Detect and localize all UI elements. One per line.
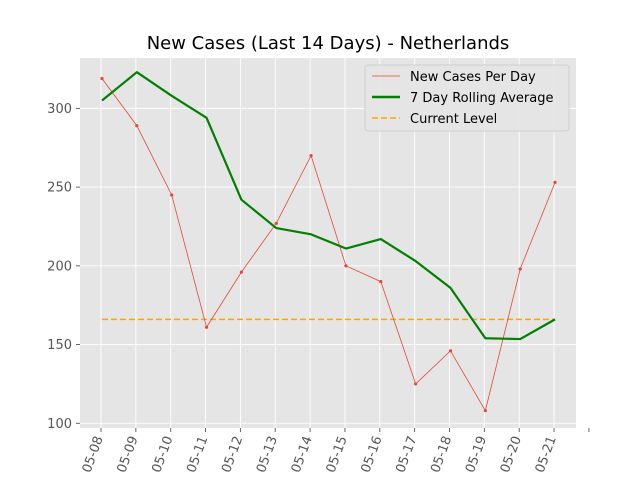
legend-label-current-level: Current Level <box>410 112 497 127</box>
new-cases-point <box>274 221 278 225</box>
legend-box <box>364 64 570 132</box>
new-cases-point <box>100 76 104 81</box>
new-cases-point <box>239 270 243 274</box>
new-cases-point <box>204 325 209 329</box>
legend: New Cases Per Day 7 Day Rolling Average … <box>364 64 570 132</box>
series-rolling-average-line <box>101 71 556 341</box>
chart-title: New Cases (Last 14 Days) - Netherlands <box>147 33 510 54</box>
y-tick-label: 200 <box>47 259 72 274</box>
new-cases-point <box>379 279 383 284</box>
legend-label-new-cases: New Cases Per Day <box>410 70 536 85</box>
y-axis: 100 150 200 250 300 <box>47 102 80 432</box>
new-cases-point <box>170 193 174 197</box>
y-tick-label: 300 <box>47 102 72 117</box>
series-new-cases-line <box>101 78 556 412</box>
y-tick-label: 150 <box>47 338 72 353</box>
new-cases-point <box>553 180 557 184</box>
new-cases-point <box>344 264 348 268</box>
new-cases-point <box>518 267 522 271</box>
series-layer <box>100 71 557 413</box>
legend-label-rolling-average: 7 Day Rolling Average <box>410 91 553 106</box>
new-cases-point <box>309 154 313 158</box>
new-cases-point <box>414 382 418 386</box>
y-tick-label: 250 <box>47 181 72 196</box>
new-cases-point <box>448 349 453 353</box>
grid-lines <box>80 58 590 428</box>
new-cases-point <box>483 409 487 413</box>
new-cases-point <box>135 124 139 128</box>
y-tick-label: 100 <box>47 417 72 432</box>
